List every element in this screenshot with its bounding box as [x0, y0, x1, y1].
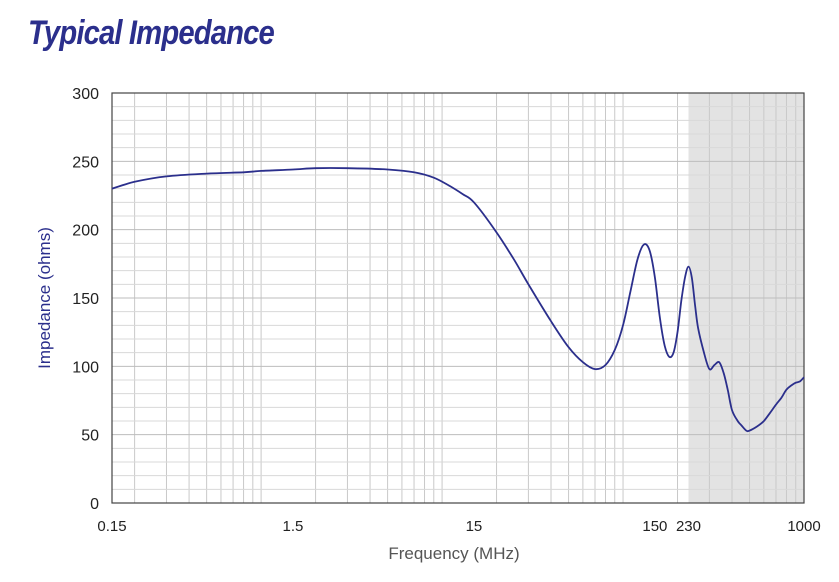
gridlines: [112, 92, 805, 504]
plot-area-border: [111, 92, 805, 504]
y-tick-labels: 0 50 100 150 200 250 300: [72, 86, 99, 513]
x-axis-title: Frequency (MHz): [388, 544, 519, 563]
y-tick-label: 50: [81, 428, 99, 445]
x-tick-label: 150: [642, 518, 667, 535]
y-tick-label: 300: [72, 86, 99, 103]
chart-title: Typical Impedance: [28, 14, 275, 52]
impedance-series-line: [111, 167, 805, 433]
y-tick-label: 150: [72, 291, 99, 308]
y-tick-label: 250: [72, 154, 99, 171]
y-tick-label: 0: [90, 496, 99, 513]
x-tick-label: 0.15: [97, 518, 126, 535]
x-tick-label: 230: [676, 518, 701, 535]
y-axis-title: Impedance (ohms): [35, 227, 54, 369]
x-tick-label: 15: [466, 518, 483, 535]
x-tick-label: 1.5: [283, 518, 304, 535]
y-tick-label: 200: [72, 223, 99, 240]
x-tick-labels: 0.15 1.5 15 150 230 1000: [97, 518, 820, 535]
series-layer: [111, 167, 805, 433]
y-tick-label: 100: [72, 359, 99, 376]
x-tick-label: 1000: [787, 518, 820, 535]
